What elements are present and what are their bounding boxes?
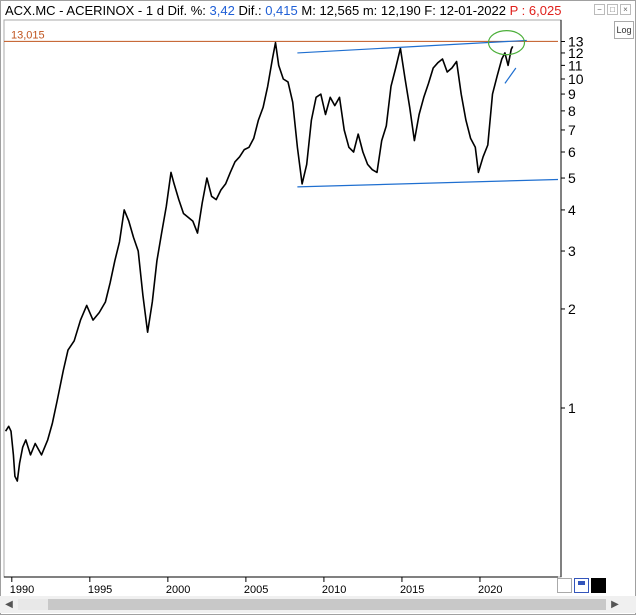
date-label: F:: [424, 3, 436, 18]
y-tick-label: 4: [568, 202, 576, 218]
scrollbar: ◀ ▶: [0, 596, 636, 613]
x-tick-label: 2010: [322, 584, 346, 596]
x-tick-label: 1990: [10, 584, 34, 596]
dif-value: 0,415: [265, 3, 298, 18]
close-icon[interactable]: ×: [620, 4, 631, 15]
channel-upper-line: [297, 39, 527, 54]
x-tick-label: 2005: [244, 584, 268, 596]
highlight-ellipse: [487, 30, 526, 56]
plot-area: [3, 19, 562, 578]
x-tick-label: 1995: [88, 584, 112, 596]
chart-header: ACX.MC - ACERINOX - 1 d Dif. %: 3,42 Dif…: [5, 3, 561, 18]
y-tick-label: 2: [568, 301, 576, 317]
max-label: M:: [301, 3, 316, 18]
dif-pct-value: 3,42: [209, 3, 235, 18]
price-line: [4, 41, 514, 482]
price-value: 6,025: [528, 3, 562, 18]
scroll-right-icon[interactable]: ▶: [611, 599, 619, 610]
y-tick-label: 8: [568, 103, 576, 119]
y-tick-label: 12: [568, 45, 584, 61]
x-tick-label: 2000: [166, 584, 190, 596]
support-line: [504, 67, 517, 84]
y-tick-label: 9: [568, 86, 576, 102]
ticker-label: ACX.MC - ACERINOX -: [5, 3, 143, 18]
tool-icons: [557, 578, 606, 593]
log-scale-button[interactable]: Log: [614, 21, 634, 39]
scroll-thumb[interactable]: [48, 599, 606, 610]
window-buttons: − □ ×: [594, 4, 631, 15]
dif-label: Dif.:: [238, 3, 262, 18]
y-tick-label: 3: [568, 243, 576, 259]
color-icon[interactable]: [591, 578, 606, 593]
save-icon[interactable]: [574, 578, 589, 593]
x-tick-label: 2020: [478, 584, 502, 596]
y-tick-label: 11: [568, 57, 583, 73]
y-tick-label: 6: [568, 144, 576, 160]
y-tick-label: 5: [568, 170, 576, 186]
y-tick-label: 1: [568, 400, 576, 416]
zigzag-icon[interactable]: [557, 578, 572, 593]
restore-icon[interactable]: □: [607, 4, 618, 15]
price-label: P :: [509, 3, 526, 18]
min-label: m:: [362, 3, 378, 18]
dif-pct-label: Dif. %:: [167, 3, 206, 18]
min-value: 12,190: [380, 3, 421, 18]
resize-icon[interactable]: −: [594, 4, 605, 15]
y-tick-label: 13: [568, 34, 584, 50]
y-tick-label: 7: [568, 122, 576, 138]
date-value: 12-01-2022: [439, 3, 506, 18]
channel-lower-line: [297, 178, 559, 188]
resistance-label: 13,015: [11, 29, 45, 41]
x-tick-label: 2015: [400, 584, 424, 596]
y-tick-label: 10: [568, 71, 584, 87]
scroll-left-icon[interactable]: ◀: [5, 599, 13, 610]
max-value: 12,565: [319, 3, 360, 18]
period-label: 1 d: [145, 3, 164, 18]
